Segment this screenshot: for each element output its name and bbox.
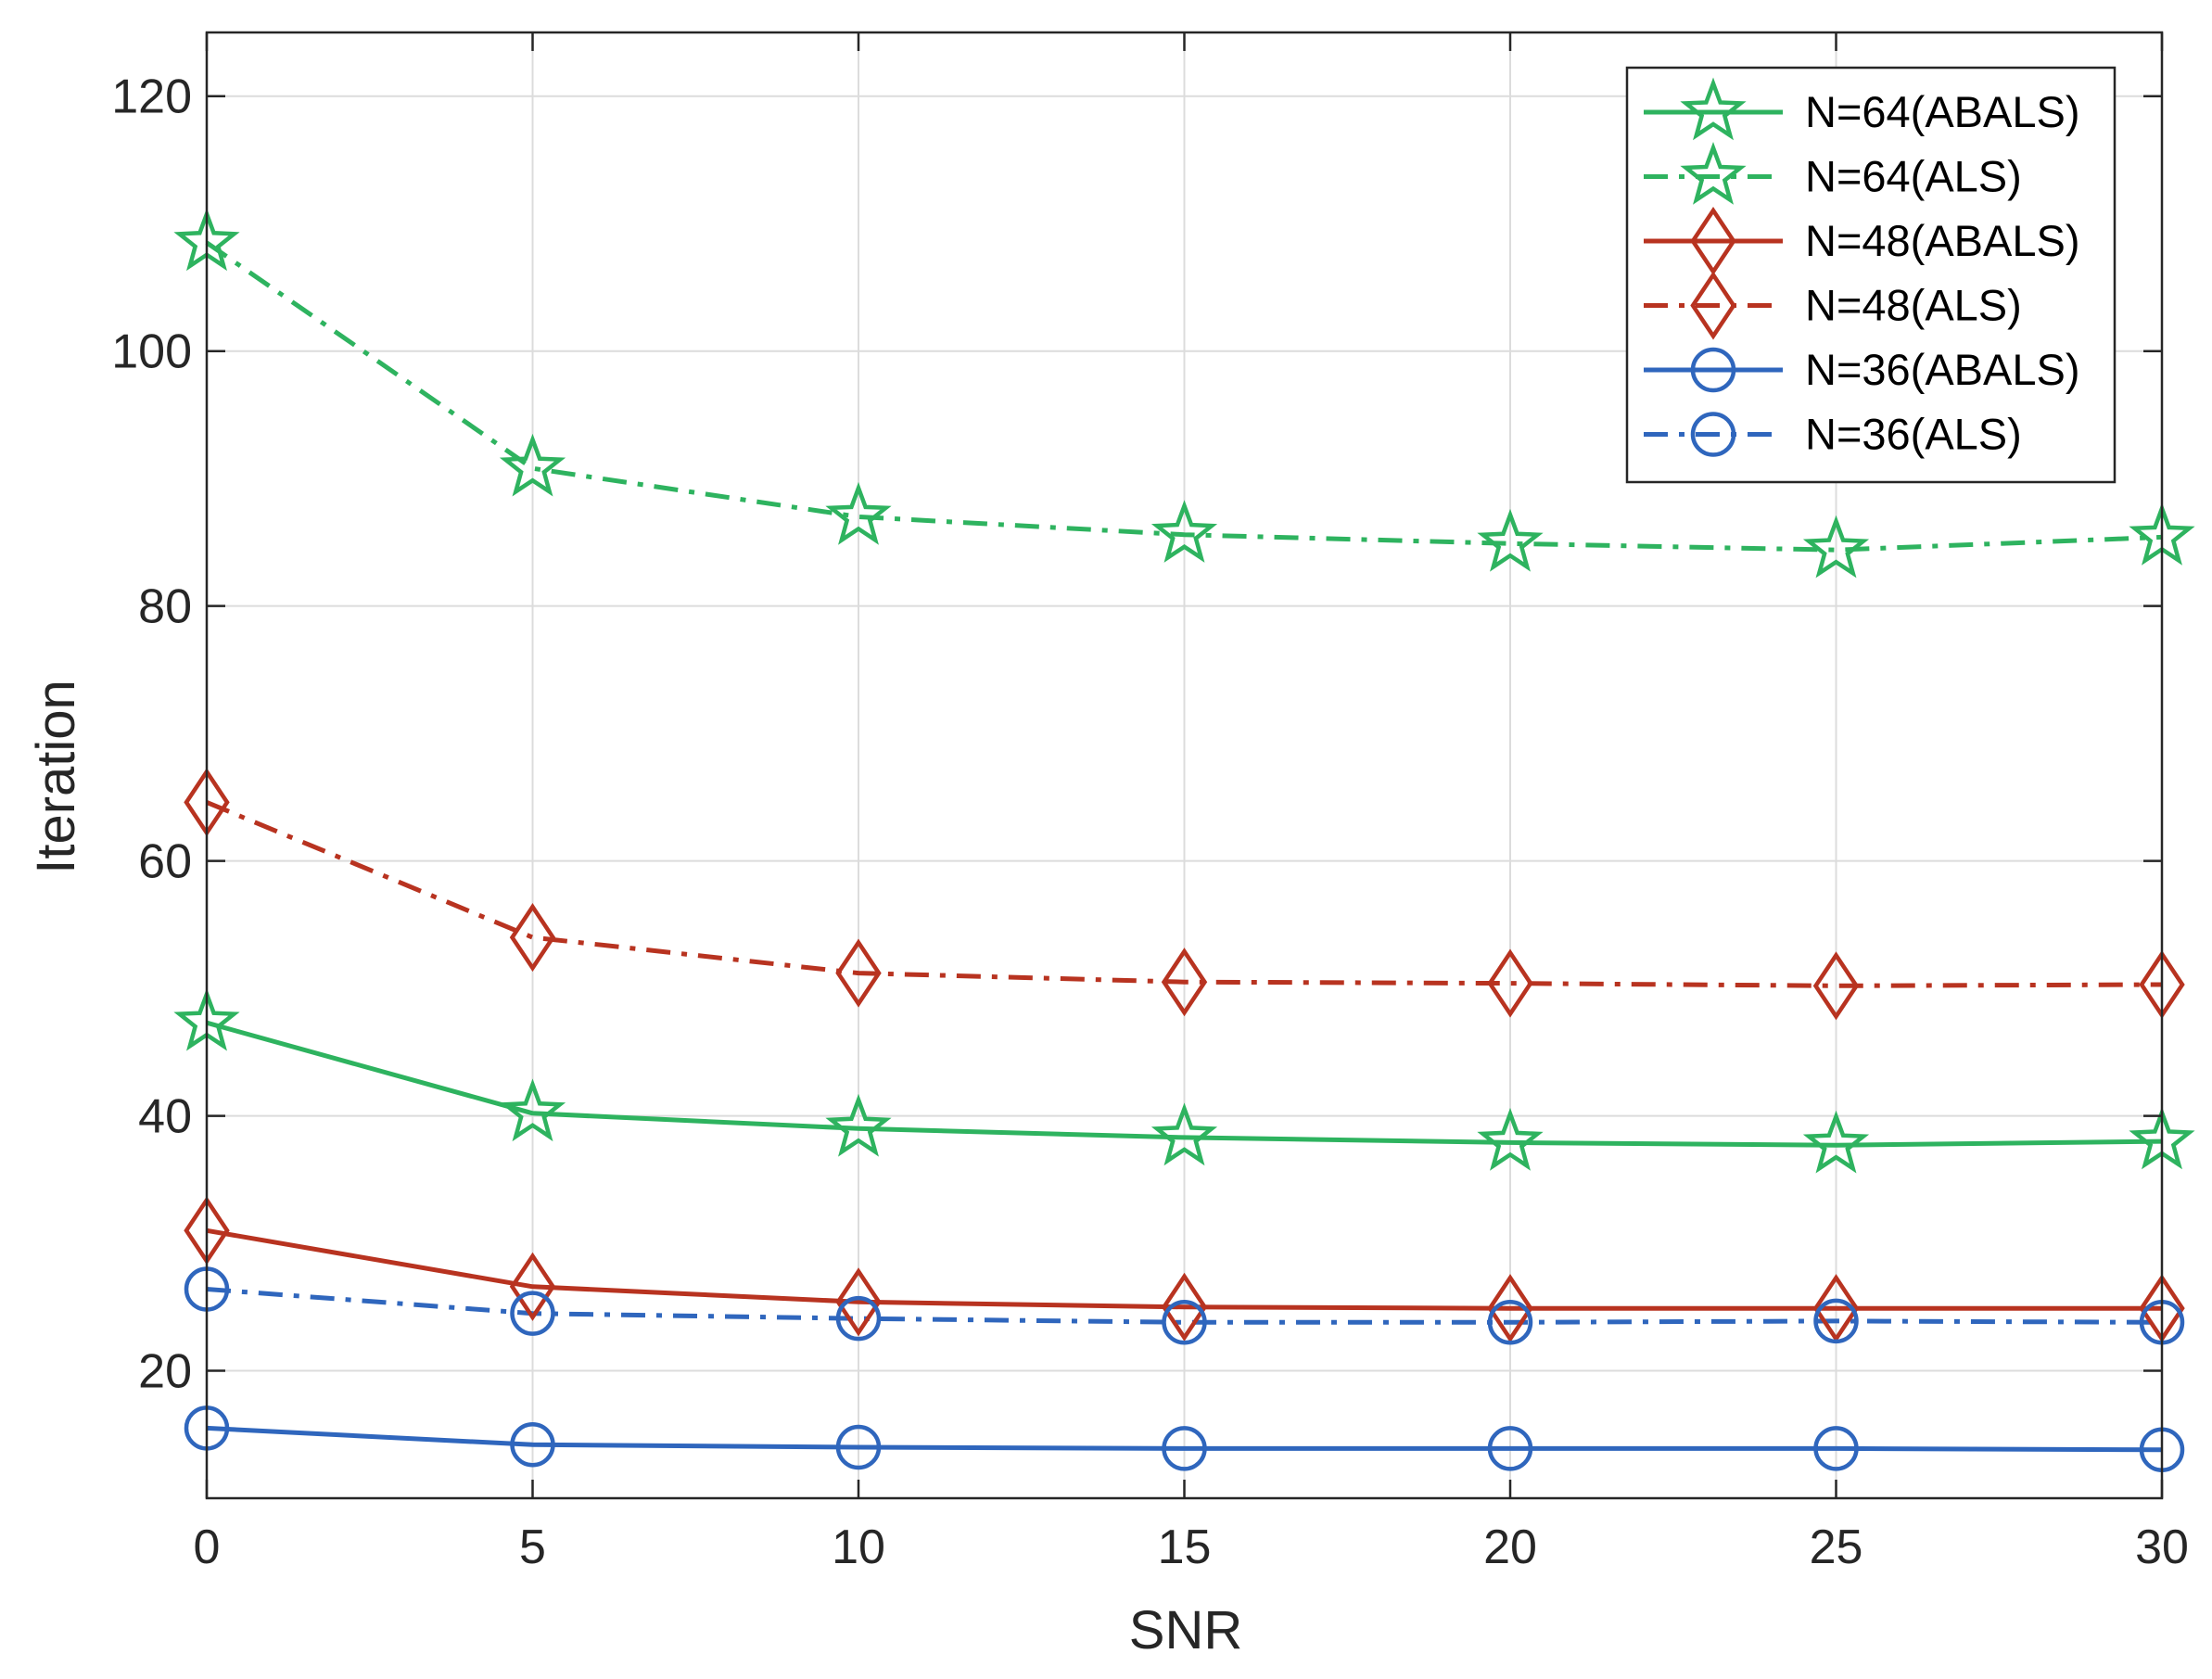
data-point-n-64-als: [1802, 515, 1870, 579]
data-point-n-64-abals: [1802, 1110, 1870, 1174]
data-point-n-64-als: [1150, 500, 1218, 563]
y-tick-label: 40: [138, 1090, 192, 1144]
series-line-n-36-abals: [206, 1425, 2163, 1453]
data-point-n-36-als: [1162, 1300, 1207, 1345]
data-point-n-36-abals: [1162, 1426, 1207, 1471]
legend-marker-n-64-abals: [1680, 77, 1747, 141]
data-point-n-48-abals: [835, 1267, 882, 1337]
x-tick-label: 30: [2135, 1520, 2189, 1574]
x-tick-label: 10: [832, 1520, 885, 1574]
data-point-n-64-als: [499, 433, 566, 497]
series-line-n-64-abals: [206, 1020, 2163, 1148]
y-tick-label: 80: [138, 580, 192, 634]
data-point-n-48-als: [835, 938, 882, 1008]
data-point-n-48-als: [1812, 951, 1860, 1021]
y-tick-label: 20: [138, 1345, 192, 1399]
data-point-n-36-als: [510, 1291, 555, 1336]
y-axis-label: Iteration: [26, 680, 86, 874]
data-point-n-48-als: [1161, 948, 1208, 1017]
legend-marker-n-36-abals: [1690, 347, 1736, 393]
legend-label-n-64-als: N=64(ALS): [1805, 152, 2022, 201]
data-point-n-36-abals: [1813, 1426, 1859, 1471]
data-point-n-36-abals: [1487, 1426, 1533, 1471]
data-point-n-64-abals: [825, 1093, 892, 1157]
legend: N=64(ABALS) N=64(ALS) N=48(ABALS) N=48(ALS)…: [1625, 66, 2117, 484]
axes: [205, 31, 2164, 1500]
data-point-n-64-abals: [499, 1078, 566, 1142]
legend-label-n-36-abals: N=36(ABALS): [1805, 345, 2080, 394]
y-tick-label: 120: [111, 70, 192, 124]
data-point-n-36-als: [1487, 1300, 1533, 1345]
data-point-n-64-als: [825, 481, 892, 545]
legend-marker-n-64-als: [1680, 142, 1747, 205]
data-point-n-48-abals: [1812, 1274, 1860, 1343]
grid-lines: [206, 32, 2163, 1498]
legend-label-n-48-abals: N=48(ABALS): [1805, 216, 2080, 265]
data-point-n-36-abals: [835, 1424, 882, 1470]
data-point-n-64-abals: [1150, 1102, 1218, 1166]
data-point-n-48-als: [1487, 948, 1533, 1018]
y-tick-label: 60: [138, 835, 192, 889]
series-line-n-36-als: [206, 1287, 2163, 1325]
data-point-n-48-abals: [1161, 1272, 1208, 1342]
data-point-n-64-als: [1477, 508, 1544, 572]
data-point-n-64-abals: [1477, 1107, 1544, 1171]
legend-marker-n-36-als: [1690, 412, 1736, 457]
x-tick-label: 20: [1483, 1520, 1537, 1574]
legend-label-n-48-als: N=48(ALS): [1805, 281, 2022, 330]
data-point-n-36-abals: [510, 1422, 555, 1468]
x-tick-label: 5: [519, 1520, 546, 1574]
series-markers: [173, 208, 2195, 1473]
data-point-n-48-abals: [1487, 1274, 1533, 1343]
x-tick-label: 15: [1158, 1520, 1212, 1574]
data-point-n-36-als: [1813, 1298, 1859, 1344]
tick-labels: 0 5 10 15 20 25 30 20 40 60 80 100 120: [111, 70, 2189, 1574]
x-tick-label: 0: [194, 1520, 221, 1574]
series-line-n-64-als: [205, 240, 2163, 553]
x-tick-label: 25: [1810, 1520, 1863, 1574]
data-point-n-48-als: [509, 903, 556, 973]
legend-label-n-64-abals: N=64(ABALS): [1805, 87, 2080, 136]
x-axis-label: SNR: [1129, 1600, 1242, 1660]
legend-marker-n-48-als: [1690, 271, 1736, 340]
legend-label-n-36-als: N=36(ALS): [1805, 410, 2022, 459]
data-point-n-36-als: [835, 1295, 882, 1342]
y-tick-label: 100: [111, 325, 192, 379]
series-line-n-48-abals: [206, 1227, 2162, 1311]
series-line-n-48-als: [206, 800, 2163, 988]
series-lines: [205, 240, 2163, 1453]
data-point-n-48-abals: [509, 1252, 556, 1321]
